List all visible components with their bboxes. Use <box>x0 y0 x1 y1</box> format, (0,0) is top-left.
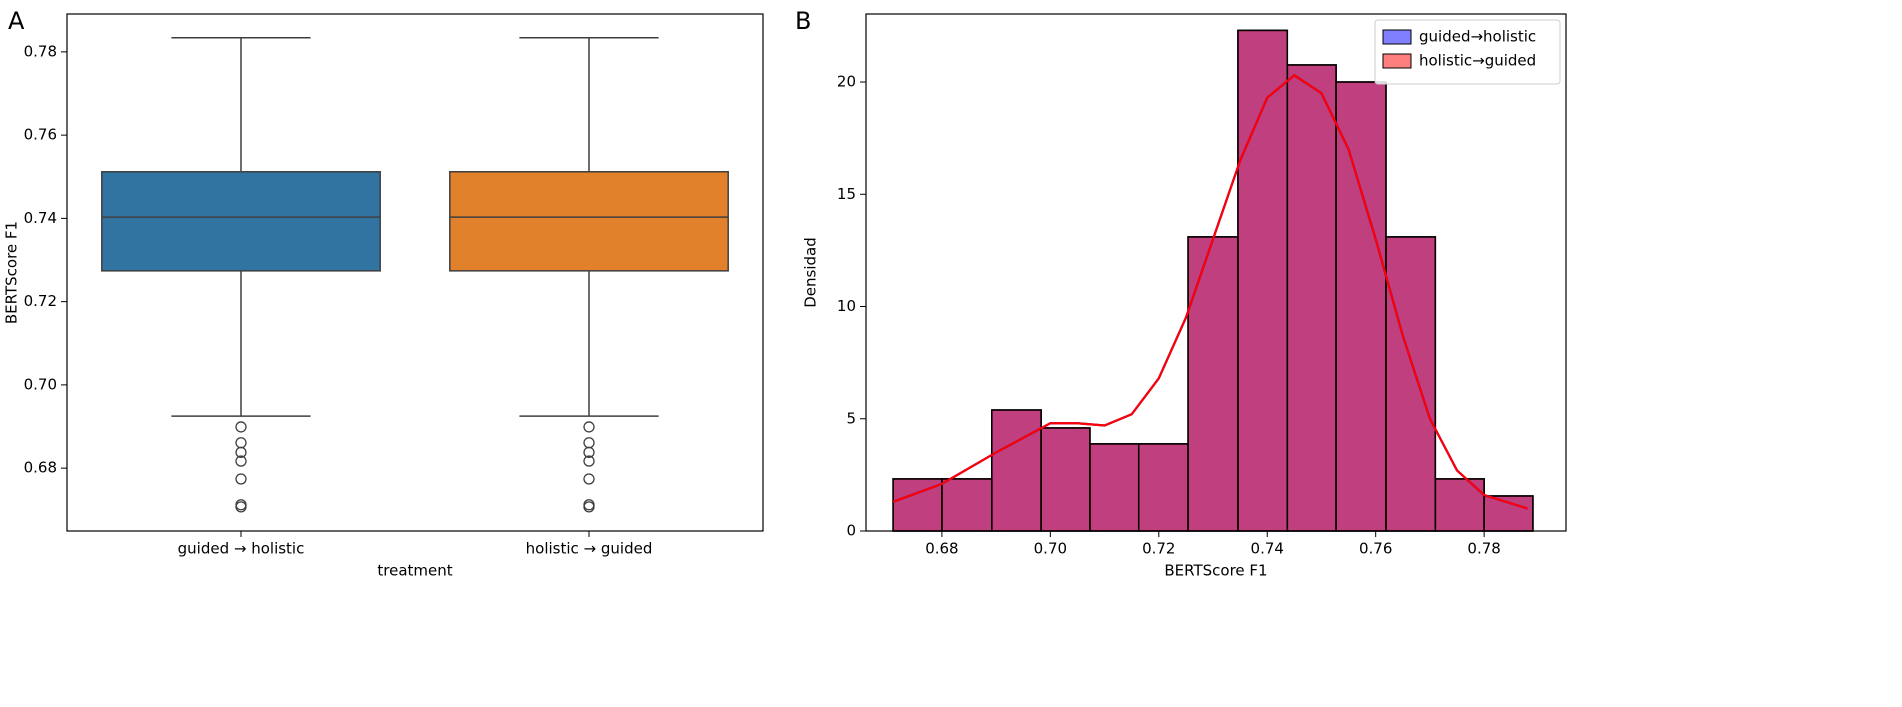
panel-label: A <box>8 7 25 35</box>
x-tick-label: 0.76 <box>1359 540 1392 558</box>
legend-label: holistic→guided <box>1419 52 1536 70</box>
histogram-bar <box>1286 64 1337 532</box>
outlier <box>235 473 247 485</box>
histogram-bar <box>1237 29 1289 532</box>
y-axis-label: BERTScore F1 <box>3 221 21 324</box>
y-tick-label: 0 <box>846 522 856 540</box>
histogram-bar <box>1187 236 1239 532</box>
x-tick-label: 0.70 <box>1034 540 1067 558</box>
x-tick-label: guided → holistic <box>178 540 305 558</box>
outlier <box>235 455 247 467</box>
outlier <box>583 437 595 449</box>
y-tick-label: 5 <box>846 409 856 427</box>
histogram-bar <box>1434 478 1485 532</box>
y-tick-label: 10 <box>837 297 856 315</box>
histogram-bar <box>1335 81 1387 532</box>
y-tick-label: 15 <box>837 185 856 203</box>
histogram-bar <box>941 478 993 532</box>
x-axis-label: treatment <box>377 562 452 580</box>
y-tick-label: 0.76 <box>24 126 57 144</box>
outlier <box>235 421 247 433</box>
legend-swatch <box>1382 29 1412 45</box>
outlier <box>583 473 595 485</box>
x-tick-label: 0.72 <box>1142 540 1175 558</box>
legend-label: guided→holistic <box>1419 28 1536 46</box>
box <box>449 171 729 272</box>
outlier <box>235 437 247 449</box>
x-tick-label: holistic → guided <box>526 540 653 558</box>
legend-swatch <box>1382 53 1412 69</box>
legend-box <box>1374 19 1561 85</box>
histogram-bar <box>1089 443 1140 532</box>
outlier <box>235 446 247 458</box>
x-tick-label: 0.68 <box>925 540 958 558</box>
y-axis-label: Densidad <box>802 237 820 308</box>
y-tick-label: 0.78 <box>24 42 57 60</box>
outlier <box>583 501 595 513</box>
y-tick-label: 0.72 <box>24 292 57 310</box>
panel-label: B <box>795 7 811 35</box>
y-tick-label: 0.74 <box>24 209 57 227</box>
y-tick-label: 0.68 <box>24 459 57 477</box>
outlier <box>583 455 595 467</box>
histogram-bar <box>991 409 1042 532</box>
box <box>101 171 381 272</box>
x-axis-label: BERTScore F1 <box>1164 562 1267 580</box>
outlier <box>583 421 595 433</box>
histogram-bar <box>1040 427 1091 532</box>
x-tick-label: 0.74 <box>1251 540 1284 558</box>
plot-frame <box>865 13 1567 532</box>
kde-line <box>892 73 1528 510</box>
x-tick-label: 0.78 <box>1467 540 1500 558</box>
plot-frame <box>66 13 764 532</box>
outlier <box>583 446 595 458</box>
y-tick-label: 0.70 <box>24 375 57 393</box>
outlier <box>235 501 247 513</box>
histogram-bar <box>1483 495 1534 532</box>
y-tick-label: 20 <box>837 73 856 91</box>
histogram-bar <box>1385 236 1437 532</box>
histogram-bar <box>1137 443 1189 532</box>
